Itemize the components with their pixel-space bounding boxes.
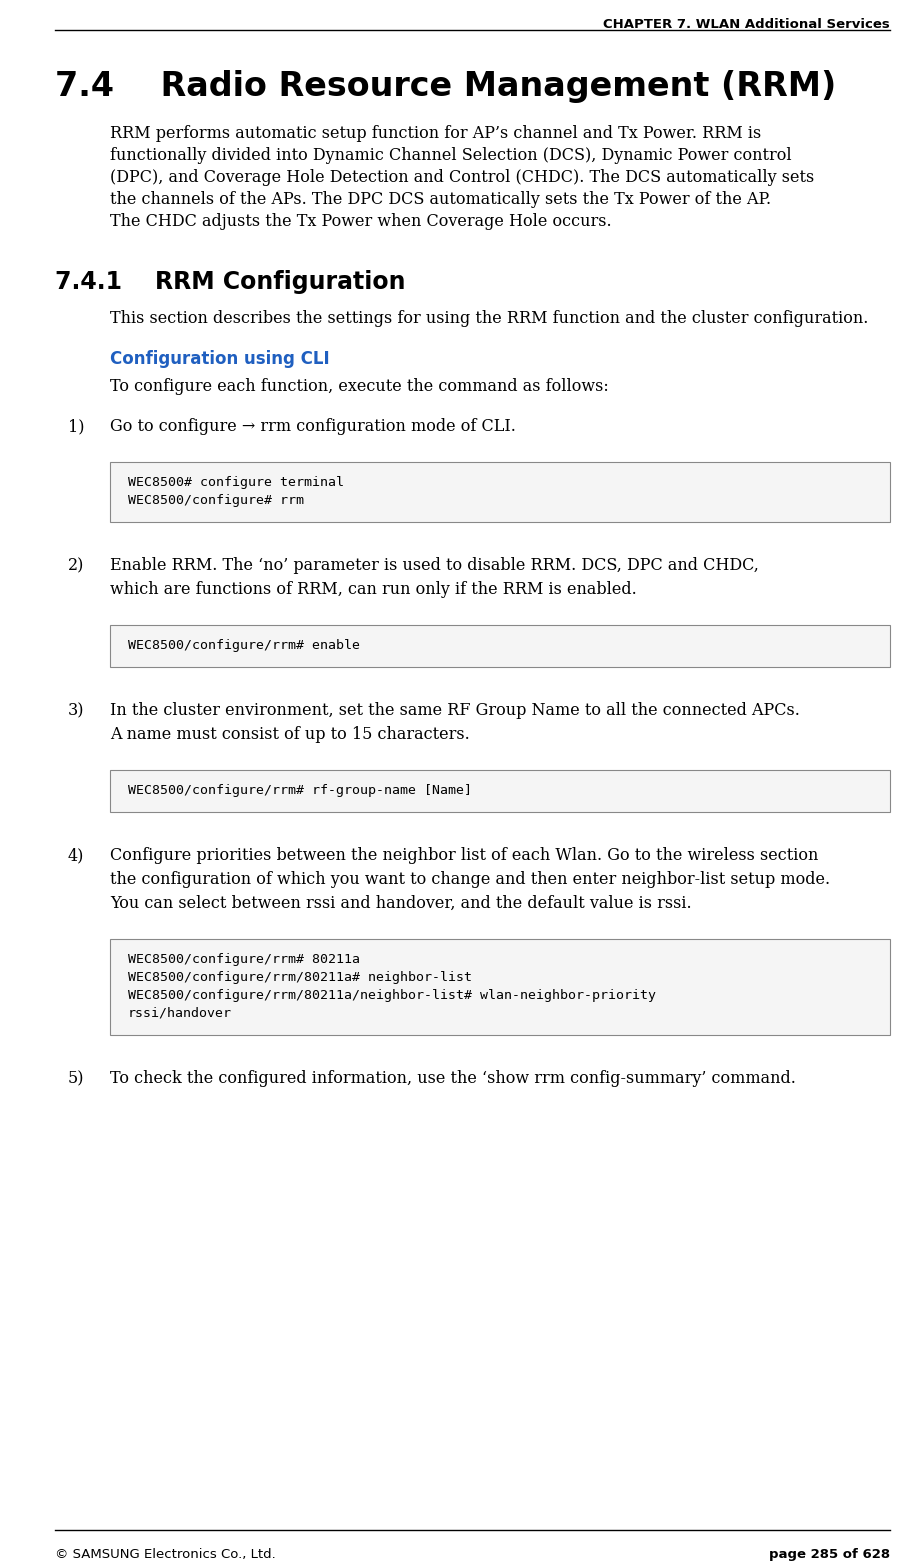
Text: 3): 3) [68, 703, 85, 718]
Text: In the cluster environment, set the same RF Group Name to all the connected APCs: In the cluster environment, set the same… [110, 703, 800, 718]
Bar [110, 462, 890, 523]
Text: WEC8500/configure/rrm# 80211a: WEC8500/configure/rrm# 80211a [128, 953, 360, 966]
Text: the configuration of which you want to change and then enter neighbor-list setup: the configuration of which you want to c… [110, 872, 830, 887]
Text: © SAMSUNG Electronics Co., Ltd.: © SAMSUNG Electronics Co., Ltd. [55, 1548, 276, 1560]
Text: A name must consist of up to 15 characters.: A name must consist of up to 15 characte… [110, 726, 470, 743]
Bar [110, 939, 890, 1034]
Text: (DPC), and Coverage Hole Detection and Control (CHDC). The DCS automatically set: (DPC), and Coverage Hole Detection and C… [110, 169, 814, 186]
Bar [110, 624, 890, 667]
Text: the channels of the APs. The DPC DCS automatically sets the Tx Power of the AP.: the channels of the APs. The DPC DCS aut… [110, 191, 771, 208]
Bar [110, 770, 890, 812]
Text: rssi/handover: rssi/handover [128, 1006, 232, 1020]
Text: To configure each function, execute the command as follows:: To configure each function, execute the … [110, 379, 609, 394]
Text: page 285 of 628: page 285 of 628 [769, 1548, 890, 1560]
Text: WEC8500/configure/rrm/80211a/neighbor-list# wlan-neighbor-priority: WEC8500/configure/rrm/80211a/neighbor-li… [128, 989, 656, 1002]
Text: Enable RRM. The ‘no’ parameter is used to disable RRM. DCS, DPC and CHDC,: Enable RRM. The ‘no’ parameter is used t… [110, 557, 759, 574]
Text: 7.4.1    RRM Configuration: 7.4.1 RRM Configuration [55, 271, 405, 294]
Text: 2): 2) [68, 557, 84, 574]
Text: Configuration using CLI: Configuration using CLI [110, 351, 330, 368]
Text: 4): 4) [68, 847, 84, 864]
Text: Configure priorities between the neighbor list of each Wlan. Go to the wireless : Configure priorities between the neighbo… [110, 847, 819, 864]
Text: functionally divided into Dynamic Channel Selection (DCS), Dynamic Power control: functionally divided into Dynamic Channe… [110, 147, 792, 164]
Text: 7.4    Radio Resource Management (RRM): 7.4 Radio Resource Management (RRM) [55, 70, 836, 103]
Text: To check the configured information, use the ‘show rrm config-summary’ command.: To check the configured information, use… [110, 1070, 796, 1088]
Text: 5): 5) [68, 1070, 85, 1088]
Text: WEC8500/configure# rrm: WEC8500/configure# rrm [128, 495, 304, 507]
Text: You can select between rssi and handover, and the default value is rssi.: You can select between rssi and handover… [110, 895, 691, 912]
Text: WEC8500/configure/rrm# rf-group-name [Name]: WEC8500/configure/rrm# rf-group-name [Na… [128, 784, 472, 797]
Text: which are functions of RRM, can run only if the RRM is enabled.: which are functions of RRM, can run only… [110, 581, 637, 598]
Text: RRM performs automatic setup function for AP’s channel and Tx Power. RRM is: RRM performs automatic setup function fo… [110, 125, 761, 142]
Text: 1): 1) [68, 418, 85, 435]
Text: Go to configure → rrm configuration mode of CLI.: Go to configure → rrm configuration mode… [110, 418, 516, 435]
Text: WEC8500/configure/rrm# enable: WEC8500/configure/rrm# enable [128, 639, 360, 653]
Text: WEC8500# configure terminal: WEC8500# configure terminal [128, 476, 344, 488]
Text: The CHDC adjusts the Tx Power when Coverage Hole occurs.: The CHDC adjusts the Tx Power when Cover… [110, 213, 612, 230]
Text: CHAPTER 7. WLAN Additional Services: CHAPTER 7. WLAN Additional Services [604, 19, 890, 31]
Text: WEC8500/configure/rrm/80211a# neighbor-list: WEC8500/configure/rrm/80211a# neighbor-l… [128, 970, 472, 984]
Text: This section describes the settings for using the RRM function and the cluster c: This section describes the settings for … [110, 310, 869, 327]
